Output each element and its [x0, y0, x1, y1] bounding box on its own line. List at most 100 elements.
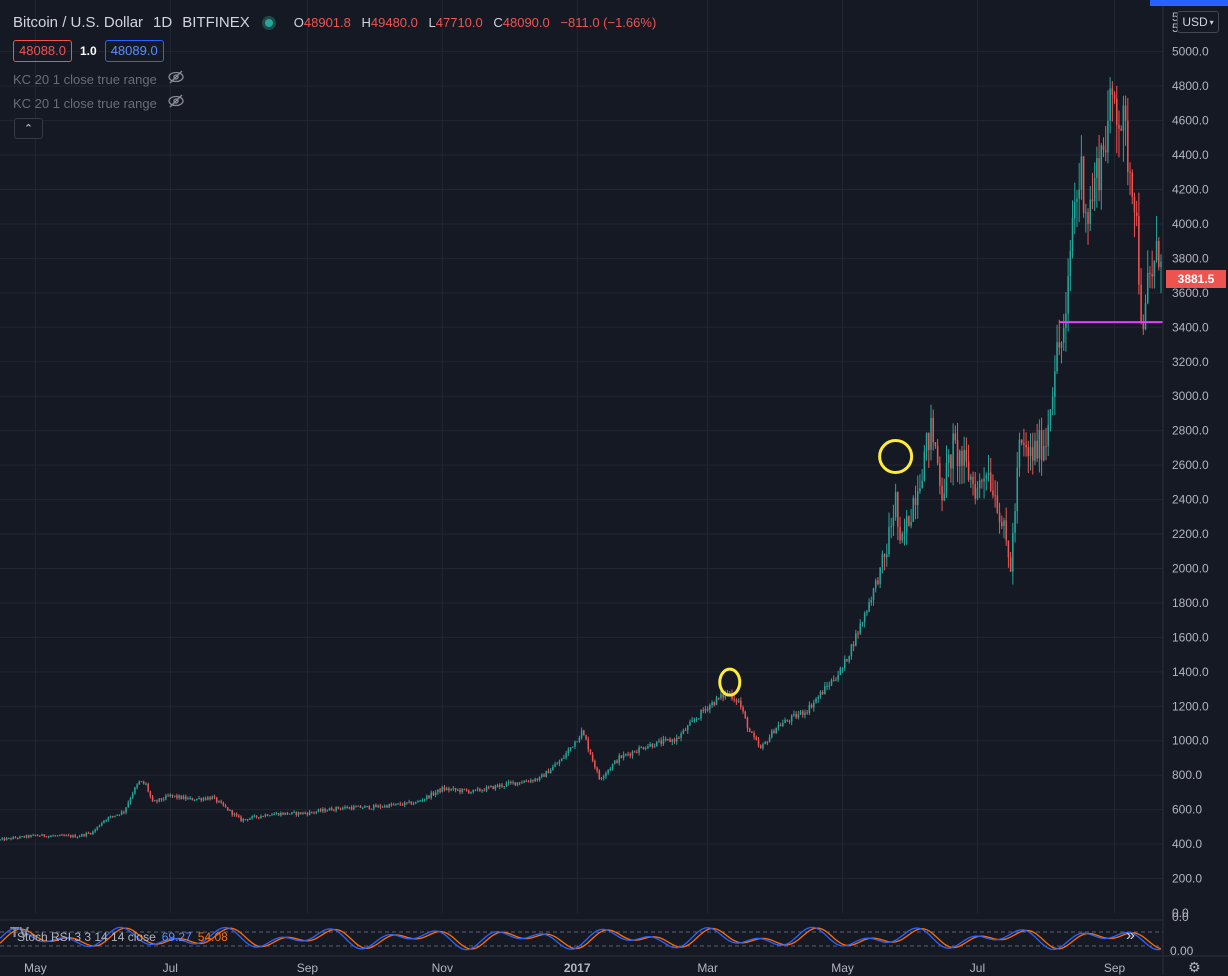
gear-icon[interactable]: ⚙ [1188, 959, 1201, 975]
candle-body [529, 780, 532, 782]
candle-body [414, 801, 417, 804]
symbol-name[interactable]: Bitcoin / U.S. Dollar [13, 14, 144, 31]
candle-body [419, 800, 421, 802]
candle-body [54, 835, 57, 837]
candle-body [1027, 447, 1030, 457]
candle-body [587, 739, 590, 750]
candle-body [333, 810, 335, 812]
candle-body [507, 781, 510, 784]
candle-body [227, 807, 229, 811]
candle-body [1067, 276, 1069, 314]
y-tick-label: 1000.0 [1172, 734, 1209, 748]
candle-body [1016, 467, 1019, 512]
y-tick-label: 3400.0 [1172, 320, 1209, 334]
candle-body [1146, 272, 1149, 304]
candle-body [695, 718, 698, 721]
y-tick-label: 2800.0 [1172, 424, 1209, 438]
candle-body [700, 709, 702, 719]
candle-body [1098, 158, 1100, 191]
candle-body [503, 786, 505, 788]
candle-body [299, 812, 302, 814]
interval-label[interactable]: 1D [153, 14, 173, 31]
eye-off-icon[interactable] [167, 94, 185, 112]
currency-select[interactable]: USD ▾ [1177, 11, 1219, 33]
indicator-legend-1[interactable]: KC 20 1 close true range [13, 70, 185, 88]
candle-body [954, 433, 957, 441]
candle-body [667, 739, 669, 741]
candle-body [81, 834, 83, 837]
candle-body [516, 782, 519, 785]
candle-body [989, 472, 992, 491]
candle-body [417, 801, 419, 803]
candle-body [306, 813, 309, 815]
candle-body [238, 815, 240, 817]
candle-body [406, 802, 408, 804]
candle-body [691, 720, 693, 722]
candle-body [269, 815, 271, 817]
candle-body [1031, 447, 1034, 461]
candle-body [981, 480, 983, 482]
candle-body [240, 816, 242, 822]
candle-body [804, 712, 806, 715]
annotation-circle[interactable] [718, 667, 742, 697]
expand-pane-icon[interactable]: » [1126, 927, 1135, 944]
candle-body [843, 659, 846, 669]
annotation-circle[interactable] [878, 439, 914, 474]
indicator-legend-2[interactable]: KC 20 1 close true range [13, 94, 185, 112]
ask-price-button[interactable]: 48089.0 [104, 40, 164, 62]
price-axis[interactable]: 0.0 200.0 400.0 600.0 800.0 1000.0 1200.0 1400.… [1172, 10, 1209, 920]
candle-body [1087, 212, 1089, 224]
candle-body [1111, 88, 1114, 95]
y-tick-label: 3200.0 [1172, 355, 1209, 369]
candle-body [246, 819, 249, 821]
candle-body [684, 730, 687, 732]
candle-body [319, 809, 322, 812]
candle-body [403, 802, 406, 806]
time-axis[interactable]: May Jul Sep Nov 2017 Mar May Jul Sep [24, 961, 1126, 975]
candle-body [450, 789, 452, 791]
candle-body [178, 795, 180, 798]
collapse-legend-button[interactable]: ⌃ [14, 118, 43, 139]
ohlc-values: O48901.8 H49480.0 L47710.0 C48090.0 −811… [294, 15, 664, 30]
candle-body [518, 782, 521, 784]
candle-body [341, 807, 344, 809]
candle-body [364, 806, 366, 808]
candle-body [560, 758, 563, 762]
candle-body [434, 792, 437, 795]
candle-body [976, 488, 979, 499]
tradingview-logo-icon[interactable]: TV [10, 924, 30, 941]
candle-body [1034, 440, 1036, 461]
candle-body [5, 838, 8, 841]
bid-price-button[interactable]: 48088.0 [13, 40, 72, 62]
stoch-rsi-legend[interactable]: Stoch RSI 3 3 14 14 close 69.27 54.08 [13, 930, 228, 944]
candle-body [94, 829, 96, 832]
candle-body [1038, 430, 1041, 459]
candle-body [308, 811, 311, 815]
candle-body [499, 784, 501, 787]
candle-body [512, 782, 514, 784]
candle-body [129, 798, 132, 803]
candle-body [109, 816, 112, 818]
candle-body [242, 818, 245, 822]
candle-body [545, 770, 547, 777]
candle-body [19, 836, 21, 839]
chevron-up-icon: ⌃ [23, 123, 34, 135]
candle-body [1107, 120, 1109, 153]
candle-body [134, 787, 136, 794]
candle-body [1051, 396, 1054, 410]
candle-body [468, 790, 470, 793]
candle-body [810, 704, 813, 708]
candle-body [439, 789, 441, 792]
candle-body [390, 804, 393, 806]
candle-body [490, 785, 492, 787]
rsi-k-value: 69.27 [161, 930, 192, 944]
candle-body [806, 712, 808, 714]
candle-body [1012, 532, 1014, 572]
y-tick-label: 2200.0 [1172, 527, 1209, 541]
candle-body [631, 751, 634, 756]
eye-off-icon[interactable] [167, 70, 185, 88]
candle-body [149, 791, 152, 797]
candle-body [1056, 342, 1058, 372]
candle-body [1100, 145, 1103, 191]
